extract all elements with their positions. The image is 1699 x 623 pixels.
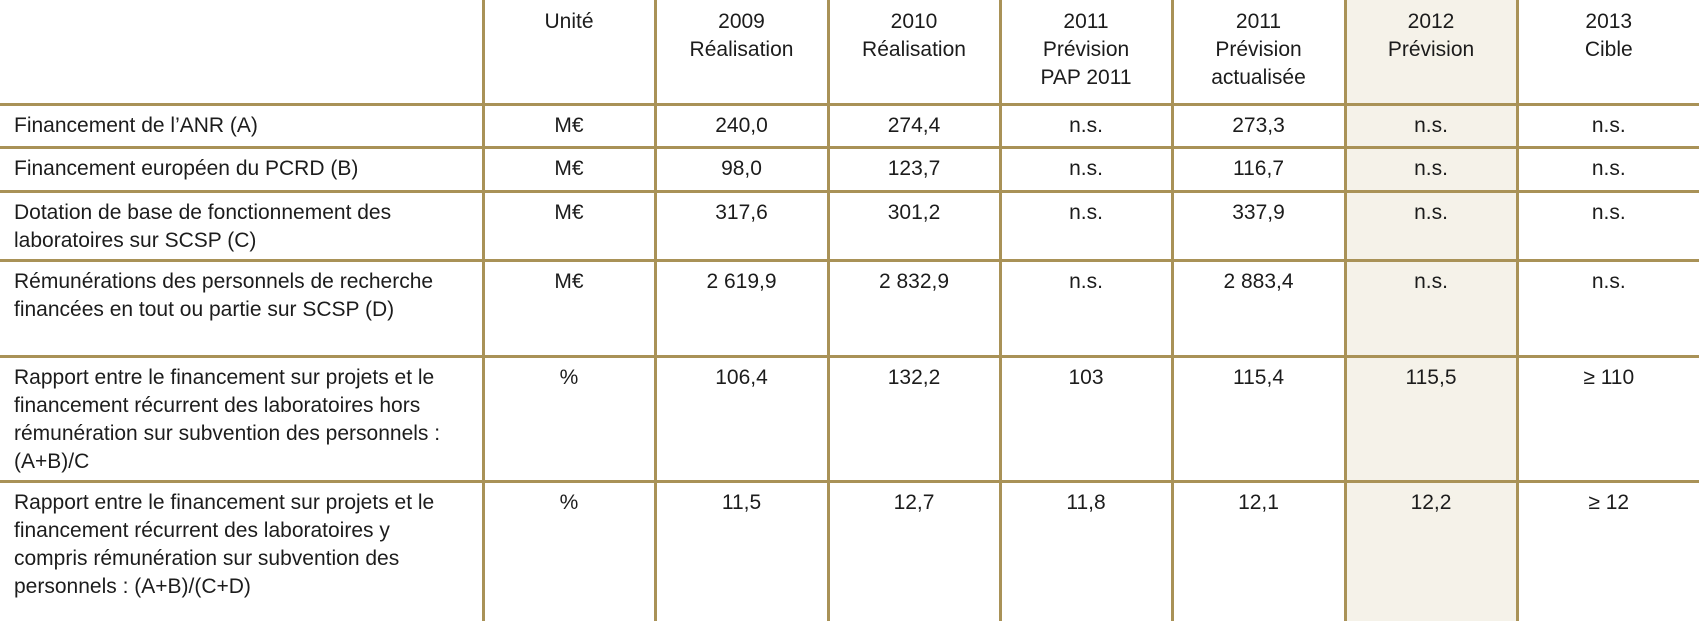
cell-2013: n.s. bbox=[1515, 189, 1699, 260]
table-header: Unité 2009 Réalisation 2010 Réalisation … bbox=[0, 0, 1699, 104]
table-row-rapport-hors-remuneration: Rapport entre le financement sur projets… bbox=[0, 354, 1699, 481]
cell-2012: n.s. bbox=[1343, 145, 1517, 191]
cell-unit: M€ bbox=[481, 145, 655, 191]
cell-2010: 301,2 bbox=[826, 189, 1000, 260]
column-header-2012-prevision: 2012 Prévision bbox=[1343, 0, 1517, 104]
cell-2011-pap: 11,8 bbox=[998, 479, 1172, 621]
cell-2010: 123,7 bbox=[826, 145, 1000, 191]
column-header-2011-prevision-pap: 2011 Prévision PAP 2011 bbox=[998, 0, 1172, 104]
cell-2011-actualisee: 2 883,4 bbox=[1170, 258, 1345, 356]
column-header-2013-cible: 2013 Cible bbox=[1515, 0, 1699, 104]
cell-2011-actualisee: 273,3 bbox=[1170, 102, 1345, 147]
cell-2012: 115,5 bbox=[1343, 354, 1517, 481]
cell-unit: M€ bbox=[481, 102, 655, 147]
cell-2011-pap: 103 bbox=[998, 354, 1172, 481]
table-row-financement-pcrd: Financement européen du PCRD (B) M€ 98,0… bbox=[0, 145, 1699, 191]
table-row-dotation-scsp: Dotation de base de fonctionnement des l… bbox=[0, 189, 1699, 260]
column-header-indicator bbox=[0, 0, 483, 104]
cell-2009: 240,0 bbox=[653, 102, 828, 147]
row-label: Rémunérations des personnels de recherch… bbox=[0, 258, 483, 356]
cell-2011-actualisee: 337,9 bbox=[1170, 189, 1345, 260]
cell-2011-actualisee: 116,7 bbox=[1170, 145, 1345, 191]
cell-2009: 106,4 bbox=[653, 354, 828, 481]
cell-2010: 132,2 bbox=[826, 354, 1000, 481]
cell-2010: 12,7 bbox=[826, 479, 1000, 621]
cell-2013: n.s. bbox=[1515, 145, 1699, 191]
column-header-unit: Unité bbox=[481, 0, 655, 104]
cell-unit: M€ bbox=[481, 258, 655, 356]
table-row-rapport-y-compris-remuneration: Rapport entre le financement sur projets… bbox=[0, 479, 1699, 621]
row-label: Financement européen du PCRD (B) bbox=[0, 145, 483, 191]
cell-unit: % bbox=[481, 354, 655, 481]
cell-2011-pap: n.s. bbox=[998, 189, 1172, 260]
column-header-2011-prevision-actualisee: 2011 Prévision actualisée bbox=[1170, 0, 1345, 104]
column-header-2009-realisation: 2009 Réalisation bbox=[653, 0, 828, 104]
cell-2012: n.s. bbox=[1343, 189, 1517, 260]
cell-2009: 2 619,9 bbox=[653, 258, 828, 356]
row-label: Rapport entre le financement sur projets… bbox=[0, 354, 483, 481]
table-body: Financement de l’ANR (A) M€ 240,0 274,4 … bbox=[0, 102, 1699, 621]
row-label: Dotation de base de fonctionnement des l… bbox=[0, 189, 483, 260]
cell-2013: ≥ 110 bbox=[1515, 354, 1699, 481]
cell-unit: M€ bbox=[481, 189, 655, 260]
cell-unit: % bbox=[481, 479, 655, 621]
cell-2011-actualisee: 12,1 bbox=[1170, 479, 1345, 621]
cell-2013: n.s. bbox=[1515, 258, 1699, 356]
cell-2013: n.s. bbox=[1515, 102, 1699, 147]
cell-2010: 274,4 bbox=[826, 102, 1000, 147]
cell-2011-pap: n.s. bbox=[998, 145, 1172, 191]
cell-2011-pap: n.s. bbox=[998, 102, 1172, 147]
column-header-2010-realisation: 2010 Réalisation bbox=[826, 0, 1000, 104]
cell-2011-actualisee: 115,4 bbox=[1170, 354, 1345, 481]
cell-2012: 12,2 bbox=[1343, 479, 1517, 621]
row-label: Financement de l’ANR (A) bbox=[0, 102, 483, 147]
cell-2011-pap: n.s. bbox=[998, 258, 1172, 356]
cell-2012: n.s. bbox=[1343, 102, 1517, 147]
header-row: Unité 2009 Réalisation 2010 Réalisation … bbox=[0, 0, 1699, 104]
table-row-remunerations-scsp: Rémunérations des personnels de recherch… bbox=[0, 258, 1699, 356]
cell-2009: 98,0 bbox=[653, 145, 828, 191]
table-row-financement-anr: Financement de l’ANR (A) M€ 240,0 274,4 … bbox=[0, 102, 1699, 147]
cell-2012: n.s. bbox=[1343, 258, 1517, 356]
cell-2009: 11,5 bbox=[653, 479, 828, 621]
row-label: Rapport entre le financement sur projets… bbox=[0, 479, 483, 621]
cell-2010: 2 832,9 bbox=[826, 258, 1000, 356]
cell-2009: 317,6 bbox=[653, 189, 828, 260]
cell-2013: ≥ 12 bbox=[1515, 479, 1699, 621]
